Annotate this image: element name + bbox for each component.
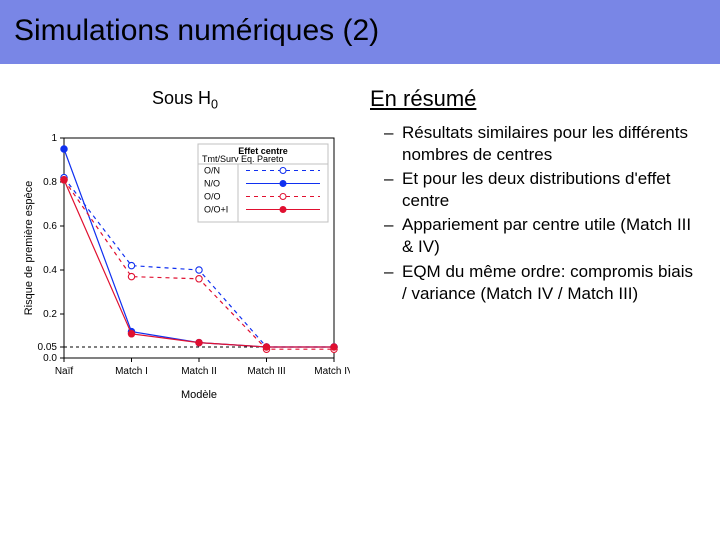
series-marker [61, 176, 67, 182]
legend-swatch-marker [280, 206, 286, 212]
bullet-item: EQM du même ordre: compromis biais / var… [384, 261, 700, 305]
legend-item-label: O/N [204, 165, 220, 175]
series-marker [128, 273, 134, 279]
chart: 0.00.05 0.2 0.4 0.6 0.8 1 Naïf Match I Match II M… [20, 126, 350, 416]
legend-subtitle: Tmt/Surv Eq. Pareto [202, 154, 284, 164]
legend-swatch-marker [280, 167, 286, 173]
legend-swatch-marker [280, 193, 286, 199]
y-tick-label: 0.6 [43, 221, 57, 232]
y-tick-label: 0.4 [43, 265, 57, 276]
x-tick-label: Match II [181, 366, 217, 377]
bullet-list: Résultats similaires pour les différents… [370, 122, 700, 305]
series-marker [263, 343, 269, 349]
content-area: Sous H0 0.00.05 0.2 0.4 0.6 0.8 1 Naïf Match I M… [0, 64, 720, 416]
bullet-item: Résultats similaires pour les différents… [384, 122, 700, 166]
x-tick-label: Match IV [314, 366, 350, 377]
series-marker [196, 275, 202, 281]
x-tick-label: Naïf [55, 366, 74, 377]
left-heading-subscript: 0 [211, 98, 218, 112]
legend-item-label: O/O+I [204, 204, 228, 214]
series-marker [331, 343, 337, 349]
x-tick-label: Match III [247, 366, 285, 377]
left-column: Sous H0 0.00.05 0.2 0.4 0.6 0.8 1 Naïf Match I M… [10, 82, 360, 416]
right-heading: En résumé [370, 86, 700, 112]
bullet-item: Appariement par centre utile (Match III … [384, 214, 700, 258]
left-heading-prefix: Sous H [152, 88, 211, 108]
left-heading: Sous H0 [152, 88, 218, 112]
x-axis-label: Modèle [181, 389, 217, 401]
series-marker [196, 339, 202, 345]
legend-item-label: N/O [204, 178, 220, 188]
series-marker [196, 266, 202, 272]
y-tick-label: 0.2 [43, 309, 57, 320]
series-marker [61, 145, 67, 151]
bullet-item: Et pour les deux distributions d'effet c… [384, 168, 700, 212]
slide-title: Simulations numériques (2) [14, 14, 706, 48]
chart-svg: 0.00.05 0.2 0.4 0.6 0.8 1 Naïf Match I Match II M… [20, 126, 350, 416]
y-tick-label: 0.0 [43, 353, 57, 364]
legend-swatch-marker [280, 180, 286, 186]
y-axis-label: Risque de première espèce [23, 180, 35, 315]
y-tick-label: 0.8 [43, 177, 57, 188]
legend-item-label: O/O [204, 191, 221, 201]
x-tick-label: Match I [115, 366, 148, 377]
title-bar: Simulations numériques (2) [0, 0, 720, 64]
y-tick-label: 0.05 [38, 342, 58, 353]
series-marker [128, 330, 134, 336]
series-marker [128, 262, 134, 268]
y-tick-label: 1 [51, 133, 57, 144]
right-column: En résumé Résultats similaires pour les … [360, 82, 700, 416]
